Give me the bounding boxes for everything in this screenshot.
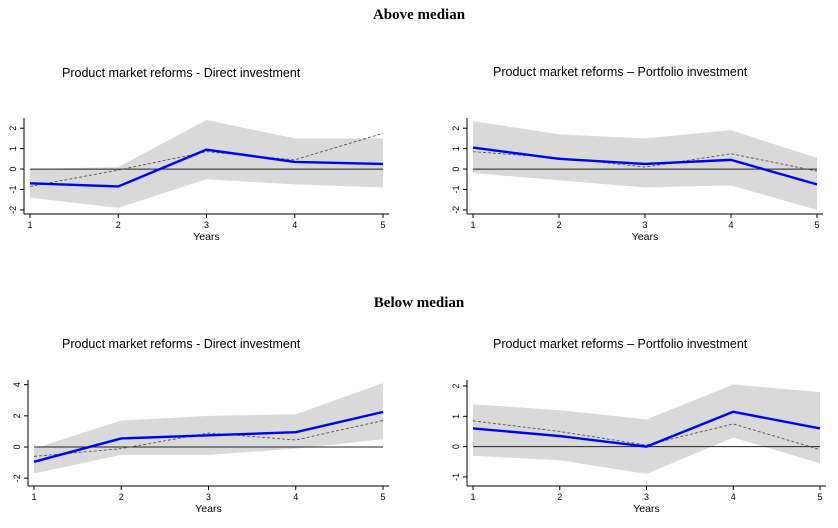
x-axis-label: Years	[195, 503, 221, 515]
x-tick-label: 4	[731, 492, 736, 502]
y-tick-label: -1	[8, 185, 18, 193]
y-tick-label: -2	[8, 206, 18, 214]
heading-above-median: Above median	[372, 7, 466, 23]
estimate-line	[472, 146, 818, 186]
estimate-line	[33, 410, 384, 463]
x-tick-label: 3	[204, 220, 209, 230]
x-tick-label: 1	[470, 492, 475, 502]
confidence-band	[34, 383, 383, 474]
y-tick-label: 1	[451, 146, 461, 151]
x-tick-label: 2	[556, 220, 561, 230]
x-tick-label: 3	[642, 220, 647, 230]
y-tick-label: -1	[451, 473, 461, 481]
x-tick-label: 5	[817, 492, 822, 502]
x-tick-label: 4	[728, 220, 733, 230]
x-tick-label: 3	[206, 492, 211, 502]
y-tick-label: -2	[12, 474, 22, 482]
y-tick-label: 2	[8, 126, 18, 131]
y-tick-label: 0	[451, 167, 461, 172]
x-tick-label: 2	[557, 492, 562, 502]
panel-title-below-direct: Product market reforms - Direct investme…	[62, 337, 301, 351]
y-tick-label: 2	[451, 126, 461, 131]
confidence-band	[473, 384, 820, 474]
y-tick-label: 1	[451, 414, 461, 419]
x-tick-label: 1	[31, 492, 36, 502]
x-tick-label: 5	[380, 220, 385, 230]
estimate-line	[29, 148, 384, 188]
y-tick-label: 0	[12, 445, 22, 450]
heading-below-median: Below median	[373, 295, 465, 311]
estimate-line	[472, 410, 821, 448]
y-tick-label: -1	[451, 185, 461, 193]
y-tick-label: 2	[12, 413, 22, 418]
y-tick-label: 4	[12, 382, 22, 387]
y-tick-label: 0	[8, 167, 18, 172]
x-axis-label: Years	[632, 231, 658, 243]
y-tick-label: 1	[8, 146, 18, 151]
x-tick-label: 4	[293, 492, 298, 502]
y-tick-label: 2	[451, 384, 461, 389]
x-axis-label: Years	[193, 231, 219, 243]
dashed-series-line	[472, 420, 821, 451]
x-axis-label: Years	[633, 503, 659, 515]
y-tick-label: -2	[451, 206, 461, 214]
panel-title-above-direct: Product market reforms - Direct investme…	[62, 66, 301, 80]
x-tick-label: 5	[380, 492, 385, 502]
dashed-series-line	[33, 420, 384, 457]
x-tick-label: 5	[814, 220, 819, 230]
confidence-band	[473, 121, 817, 210]
x-tick-label: 1	[470, 220, 475, 230]
x-tick-label: 2	[116, 220, 121, 230]
x-tick-label: 4	[292, 220, 297, 230]
panel-title-below-portfolio: Product market reforms – Portfolio inves…	[493, 337, 748, 351]
x-tick-label: 3	[644, 492, 649, 502]
x-tick-label: 1	[27, 220, 32, 230]
y-tick-label: 0	[451, 444, 461, 449]
x-tick-label: 2	[119, 492, 124, 502]
panel-title-above-portfolio: Product market reforms – Portfolio inves…	[493, 65, 748, 79]
